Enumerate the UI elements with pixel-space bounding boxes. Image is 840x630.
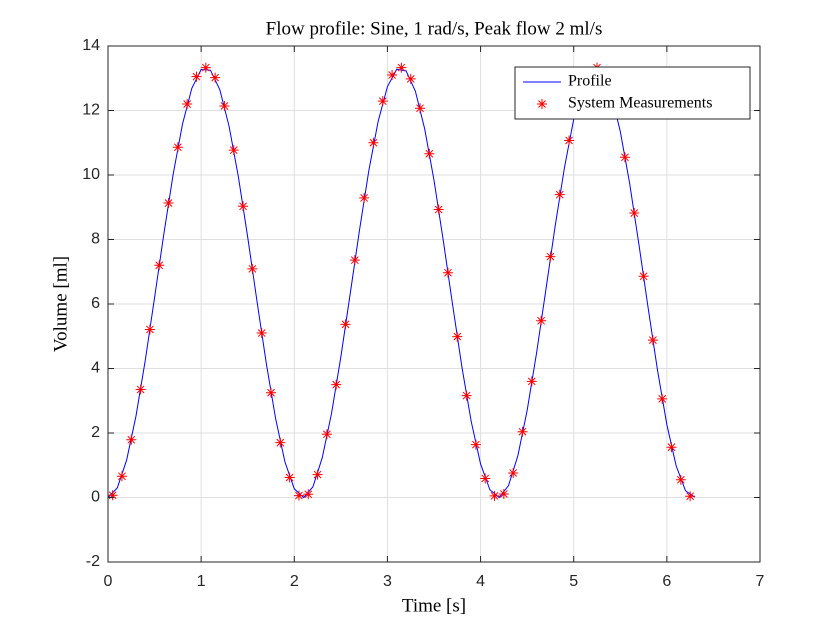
y-tick-label: 12 xyxy=(82,102,100,119)
marker xyxy=(461,390,472,401)
marker xyxy=(498,488,509,499)
marker xyxy=(638,271,649,282)
marker xyxy=(163,198,174,209)
marker xyxy=(508,467,519,478)
marker xyxy=(685,491,696,502)
marker xyxy=(470,439,481,450)
x-tick-label: 7 xyxy=(756,573,765,590)
marker xyxy=(387,70,398,81)
marker xyxy=(247,263,258,274)
legend-box xyxy=(514,66,751,120)
marker xyxy=(666,442,677,453)
x-tick-label: 1 xyxy=(197,573,206,590)
marker xyxy=(340,319,351,330)
y-tick-label: 10 xyxy=(82,166,100,183)
marker xyxy=(219,100,230,111)
marker xyxy=(517,426,528,437)
marker xyxy=(266,387,276,398)
marker xyxy=(191,71,202,82)
marker xyxy=(377,96,388,107)
marker xyxy=(303,489,314,500)
marker xyxy=(526,376,537,387)
marker xyxy=(452,331,463,342)
y-axis-label: Volume [ml] xyxy=(50,256,71,352)
marker xyxy=(480,473,491,484)
y-tick-label: -2 xyxy=(86,553,100,570)
chart-title: Flow profile: Sine, 1 rad/s, Peak flow 2… xyxy=(266,18,603,39)
marker xyxy=(647,335,658,346)
marker xyxy=(256,328,267,339)
marker xyxy=(284,472,295,483)
marker xyxy=(116,471,127,482)
marker xyxy=(144,324,155,335)
marker xyxy=(489,490,500,501)
legend-swatch xyxy=(537,99,547,109)
marker xyxy=(293,490,304,501)
x-axis-label: Time [s] xyxy=(402,595,466,616)
marker xyxy=(536,315,547,326)
y-tick-label: 4 xyxy=(91,360,100,377)
marker xyxy=(564,135,575,146)
x-tick-label: 2 xyxy=(290,573,299,590)
legend: Profile System Measurements xyxy=(514,66,751,120)
marker xyxy=(359,192,370,203)
marker xyxy=(200,62,211,73)
y-tick-label: 2 xyxy=(91,424,100,441)
marker xyxy=(424,148,435,159)
marker xyxy=(126,434,137,445)
marker xyxy=(321,429,332,440)
marker xyxy=(154,260,165,271)
marker xyxy=(368,137,379,148)
marker xyxy=(657,393,668,404)
y-tick-label: 0 xyxy=(91,489,100,506)
marker xyxy=(675,474,686,485)
marker xyxy=(433,204,444,215)
x-tick-label: 3 xyxy=(383,573,392,590)
marker xyxy=(172,142,183,153)
marker xyxy=(442,267,453,278)
marker xyxy=(135,384,146,395)
marker xyxy=(238,201,249,212)
y-tick-label: 6 xyxy=(91,295,100,312)
x-tick-label: 4 xyxy=(476,573,485,590)
marker xyxy=(554,189,565,200)
marker xyxy=(619,152,630,163)
marker xyxy=(107,490,118,501)
marker xyxy=(275,437,286,448)
marker xyxy=(210,72,221,83)
y-tick-label: 14 xyxy=(82,37,100,54)
marker xyxy=(405,73,416,84)
marker xyxy=(396,62,407,73)
legend-label: System Measurements xyxy=(568,95,712,112)
marker xyxy=(415,103,426,114)
x-tick-label: 5 xyxy=(569,573,578,590)
x-tick-label: 6 xyxy=(662,573,671,590)
legend-label: Profile xyxy=(568,73,612,90)
x-tick-label: 0 xyxy=(104,573,113,590)
marker xyxy=(182,99,193,110)
marker xyxy=(545,251,556,262)
marker xyxy=(629,208,640,219)
marker xyxy=(228,145,239,156)
y-tick-label: 8 xyxy=(91,231,100,248)
marker xyxy=(312,469,323,480)
marker xyxy=(349,255,360,266)
marker xyxy=(331,379,342,390)
